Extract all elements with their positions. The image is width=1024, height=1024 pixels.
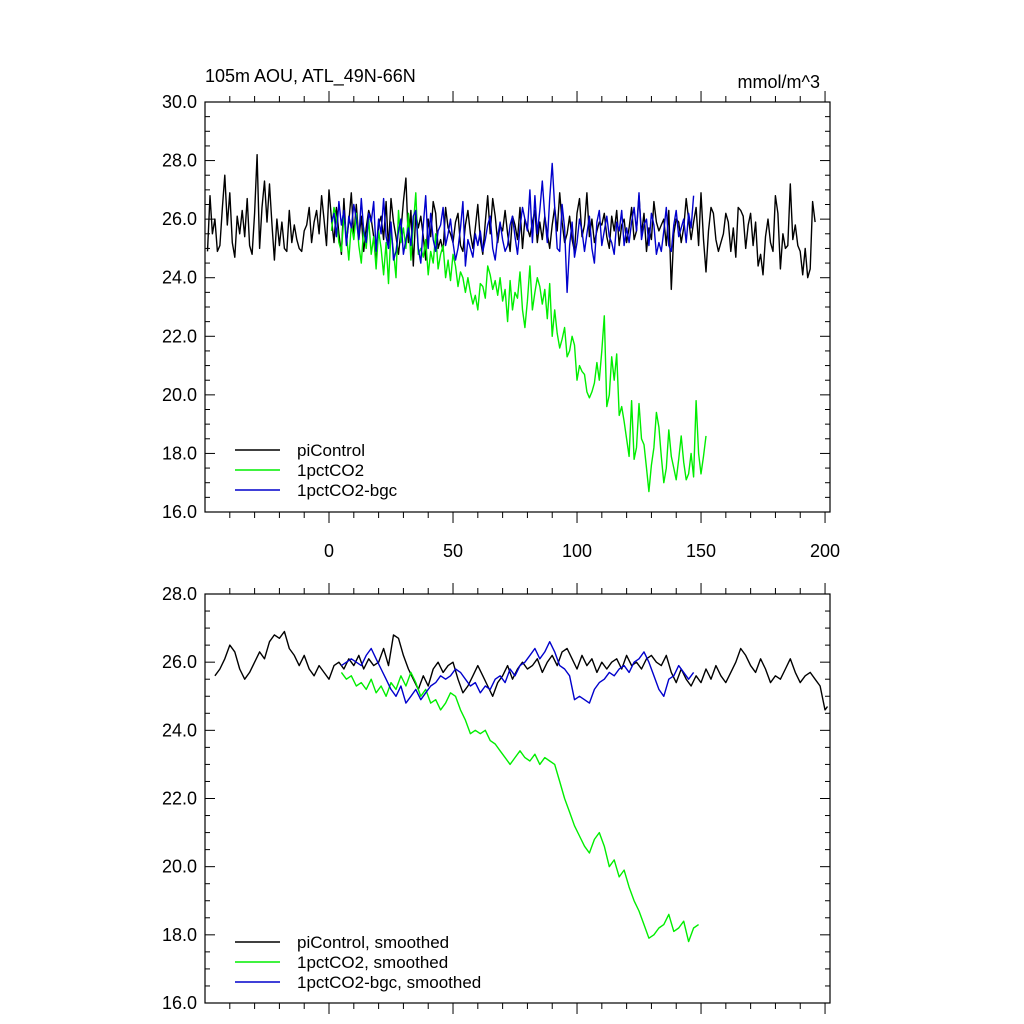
top-panel: 16.0 18.0 20.0 22.0 24.0 26.0 28.0 30.0 0 50 100 15… [162,66,840,561]
legend-label: piControl, smoothed [297,933,449,952]
series-line-2 [330,162,695,294]
series-line-1 [340,671,699,943]
y-tick-label: 16.0 [162,993,197,1013]
y-tick-label: 20.0 [162,385,197,405]
y-tick-label: 22.0 [162,789,197,809]
y-tick-label: 22.0 [162,326,197,346]
x-tick-label: 0 [324,541,334,561]
legend-label: 1pctCO2-bgc [297,481,398,500]
y-tick-label: 28.0 [162,584,197,604]
y-tick-label: 16.0 [162,502,197,522]
y-tick-label: 26.0 [162,652,197,672]
series-line-2 [341,641,695,704]
y-tick-label: 20.0 [162,857,197,877]
bottom-panel: 16.0 18.0 20.0 22.0 24.0 26.0 28.0 piControl, s… [162,583,831,1014]
series-line-0 [214,630,829,711]
legend-label: 1pctCO2, smoothed [297,953,448,972]
x-tick-label: 150 [686,541,716,561]
chart-title: 105m AOU, ATL_49N-66N [205,66,416,87]
legend-label: piControl [297,441,365,460]
y-tick-label: 18.0 [162,443,197,463]
x-tick-label: 100 [562,541,592,561]
series-line-0 [206,154,816,291]
units-label: mmol/m^3 [738,72,820,92]
x-tick-label: 200 [810,541,840,561]
y-tick-label: 24.0 [162,720,197,740]
y-tick-label: 30.0 [162,92,197,112]
x-tick-label: 50 [443,541,463,561]
y-tick-label: 18.0 [162,925,197,945]
y-tick-label: 24.0 [162,268,197,288]
y-tick-label: 26.0 [162,209,197,229]
y-tick-label: 28.0 [162,151,197,171]
legend-label: 1pctCO2-bgc, smoothed [297,973,481,992]
legend-label: 1pctCO2 [297,461,364,480]
